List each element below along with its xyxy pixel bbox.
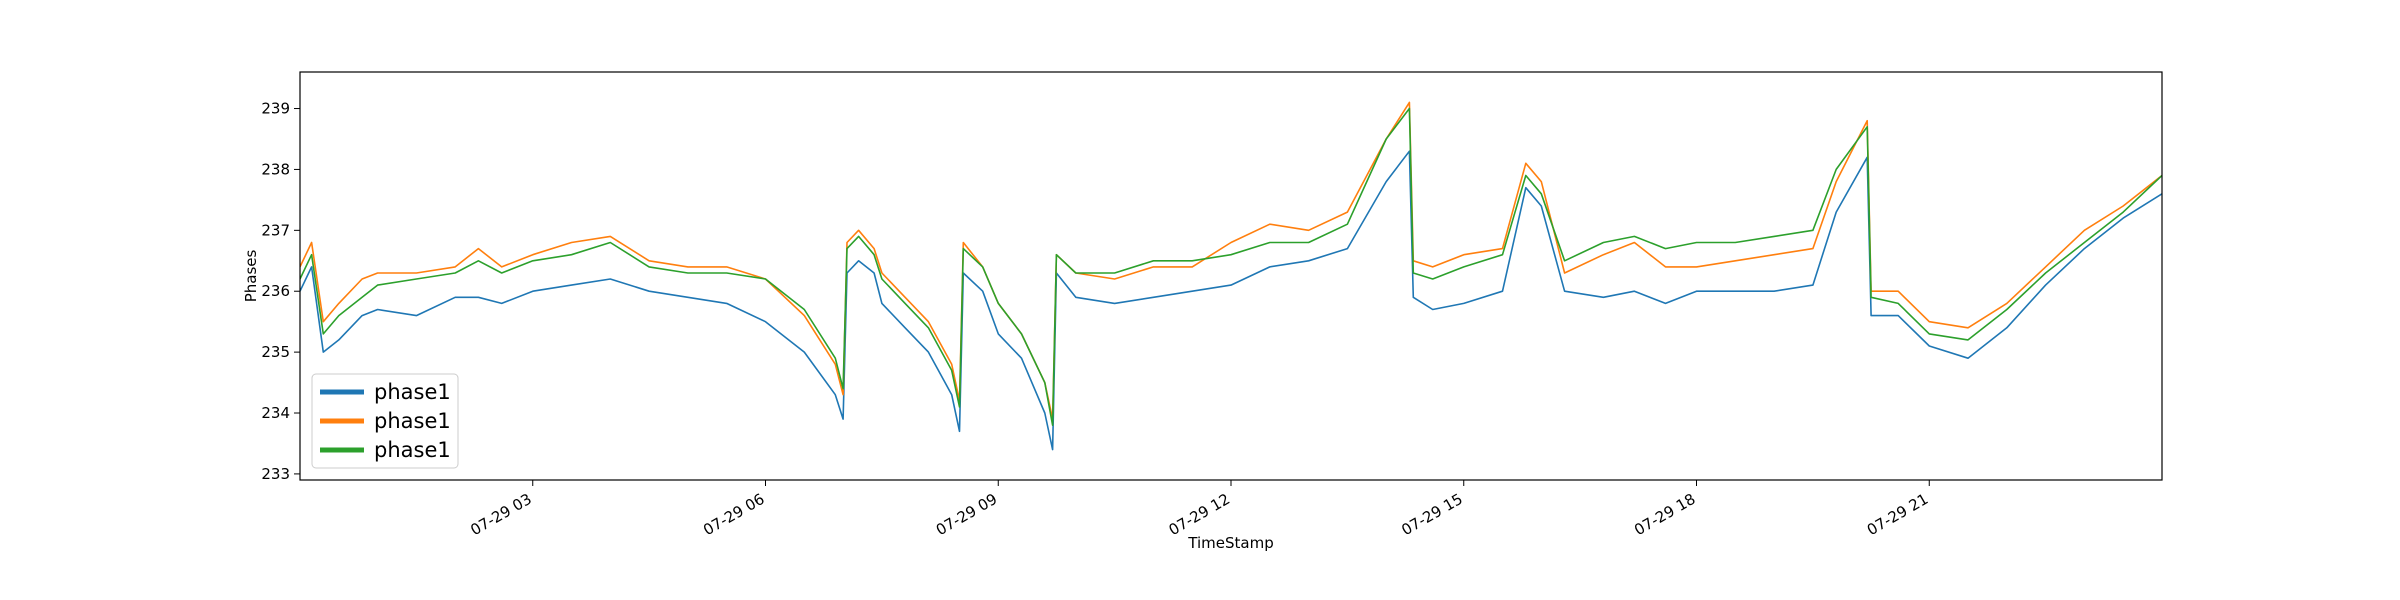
y-tick-label-3: 235 <box>261 343 290 361</box>
x-tick-label-6: 07-29 18 <box>1631 490 1698 539</box>
series-layer <box>300 101 2162 451</box>
y-tick-label-1: 233 <box>261 465 290 483</box>
y-axis-label: Phases <box>242 250 260 303</box>
x-tick-label-4: 07-29 12 <box>1166 490 1233 539</box>
series-line-2 <box>300 101 2162 420</box>
legend: phase1 phase1 phase1 <box>311 373 459 469</box>
legend-label-2: phase1 <box>374 409 451 433</box>
x-tick-label-2: 07-29 06 <box>700 490 767 539</box>
y-tick-label-5: 237 <box>261 221 290 239</box>
legend-box <box>311 373 459 469</box>
y-tick-label-6: 238 <box>261 160 290 178</box>
y-axis: 233 234 235 236 237 238 239 <box>261 100 300 483</box>
x-tick-label-1: 07-29 03 <box>467 490 534 539</box>
x-axis-label: TimeStamp <box>1187 534 1273 552</box>
x-tick-label-7: 07-29 21 <box>1864 490 1931 539</box>
series-line-3 <box>300 107 2162 427</box>
legend-label-3: phase1 <box>374 438 451 462</box>
y-tick-label-4: 236 <box>261 282 290 300</box>
x-tick-label-5: 07-29 15 <box>1398 490 1465 539</box>
x-axis: 07-29 03 07-29 06 07-29 09 07-29 12 07-29 15… <box>467 480 1931 539</box>
x-tick-label-3: 07-29 09 <box>933 490 1000 539</box>
series-line-1 <box>300 150 2162 451</box>
y-tick-label-2: 234 <box>261 404 290 422</box>
y-tick-label-7: 239 <box>261 100 290 118</box>
plot-frame <box>299 71 2163 481</box>
legend-label-1: phase1 <box>374 380 451 404</box>
